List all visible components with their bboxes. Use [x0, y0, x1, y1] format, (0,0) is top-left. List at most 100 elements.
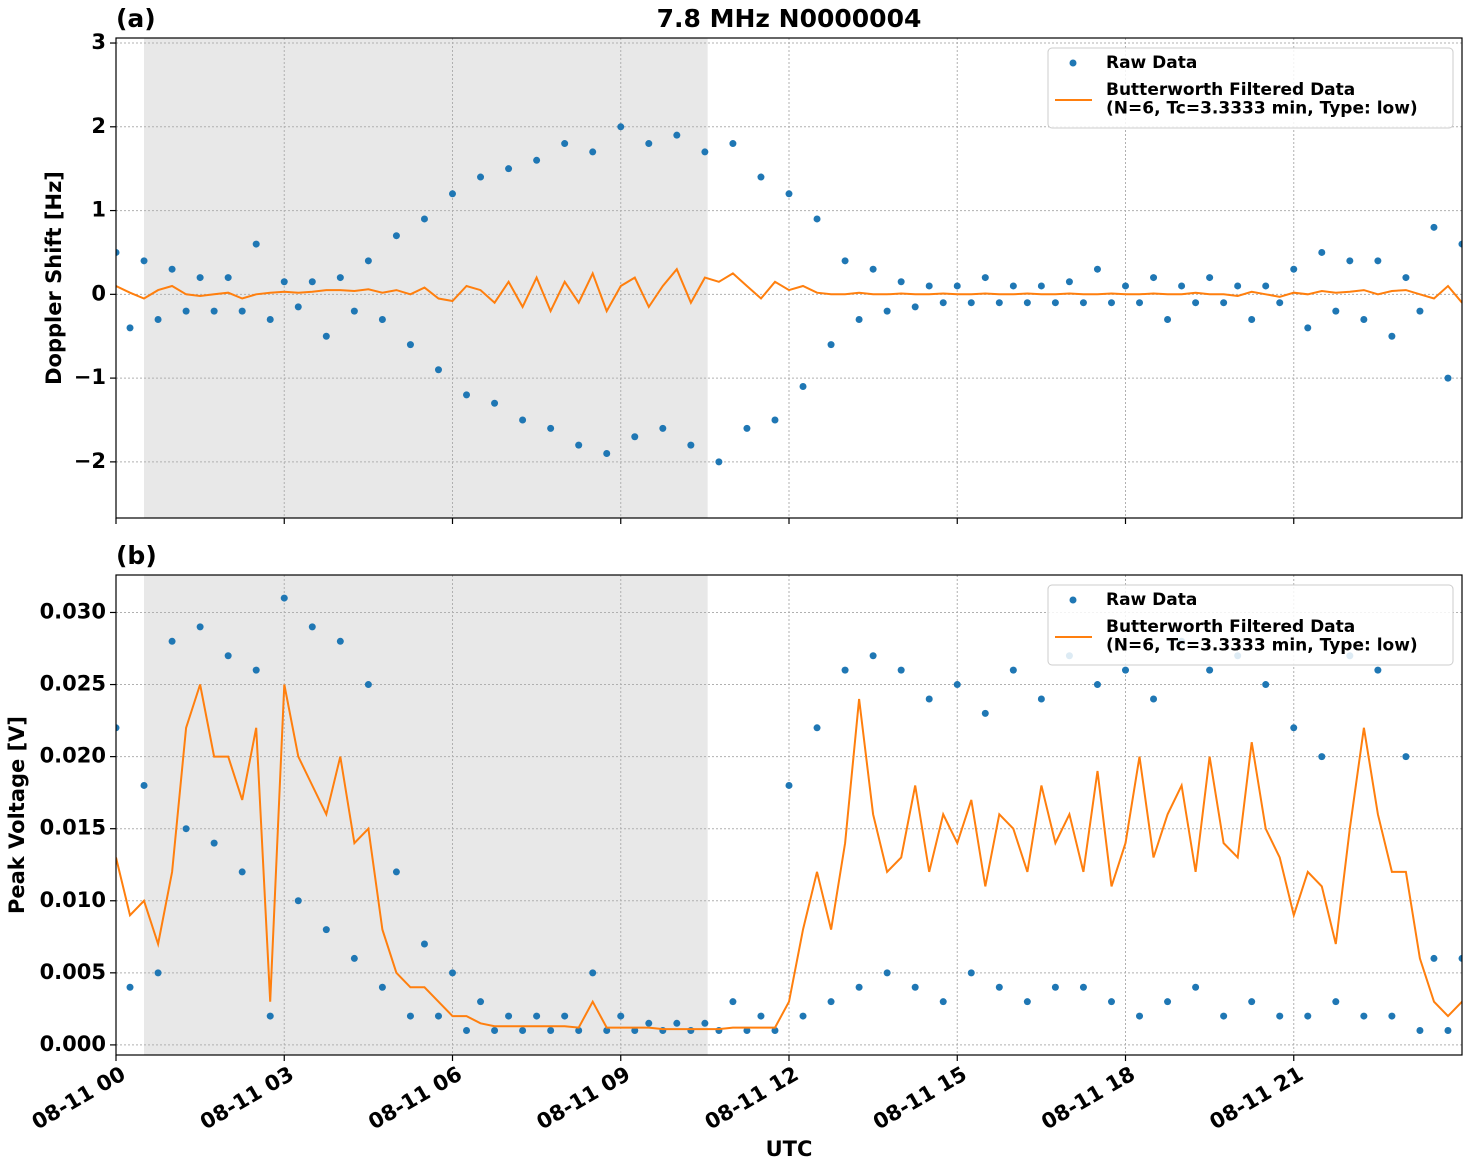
legend-label: Butterworth Filtered Data (N=6, Tc=3.3333… [1106, 80, 1418, 119]
data-point [995, 983, 1003, 991]
data-point [1402, 753, 1410, 761]
data-point [841, 666, 849, 674]
data-point [266, 315, 274, 323]
data-point [1402, 274, 1410, 282]
x-tick-label: 08-11 15 [869, 1062, 971, 1135]
data-point [238, 868, 246, 876]
data-point [1276, 1012, 1284, 1020]
legend-label: Raw Data [1106, 590, 1197, 610]
data-point [1122, 282, 1129, 290]
y-tick-label: 0.015 [40, 816, 106, 840]
data-point [154, 969, 162, 977]
data-point [1374, 257, 1382, 265]
y-tick-label: −1 [74, 365, 106, 389]
data-point [701, 1019, 709, 1027]
y-tick-label: 0.010 [40, 888, 106, 912]
data-point [897, 666, 905, 674]
filtered-line [116, 267, 1462, 314]
data-point [116, 248, 120, 256]
data-point [308, 623, 316, 631]
data-point [939, 998, 947, 1006]
data-point [869, 265, 877, 273]
y-tick-label: 0.030 [40, 599, 106, 623]
data-point [350, 307, 358, 315]
data-point [785, 781, 793, 789]
y-tick-label: 0.020 [40, 744, 106, 768]
data-point [1444, 374, 1452, 382]
data-point [154, 315, 162, 323]
data-point [1248, 315, 1256, 323]
data-point [1009, 282, 1017, 290]
data-point [981, 274, 989, 282]
y-axis-label: Peak Voltage [V] [5, 716, 29, 914]
data-point [1458, 954, 1462, 962]
data-point [463, 1026, 471, 1034]
data-point [505, 1012, 513, 1020]
x-tick-label: 08-11 12 [701, 1062, 803, 1135]
data-point [1206, 274, 1214, 282]
panel: −2 −1 0 1 2 3 7.8 MHz N0000004 (a) Doppler Shift… [42, 4, 1463, 524]
data-point [336, 637, 344, 645]
data-point [533, 1012, 541, 1020]
data-point [1388, 1012, 1396, 1020]
data-point [126, 983, 134, 991]
x-tick-label: 08-11 21 [1205, 1062, 1307, 1135]
data-point [631, 1026, 639, 1034]
data-point [953, 681, 961, 689]
data-point [939, 299, 947, 307]
data-point [547, 1026, 555, 1034]
legend-box [1047, 584, 1454, 666]
data-point [182, 307, 190, 315]
data-point [967, 299, 975, 307]
data-point [617, 1012, 625, 1020]
data-point [575, 1026, 583, 1034]
data-point [491, 399, 499, 407]
data-point [1093, 265, 1101, 273]
data-point [799, 382, 807, 390]
data-point [1107, 998, 1115, 1006]
data-point [1248, 998, 1256, 1006]
data-point [729, 998, 737, 1006]
data-point [252, 240, 260, 248]
data-point [519, 1026, 527, 1034]
data-point [1290, 724, 1298, 732]
data-point [336, 274, 344, 282]
x-tick-label: 08-11 18 [1037, 1062, 1139, 1135]
data-point [280, 594, 288, 602]
data-point [645, 1019, 653, 1027]
data-point [477, 998, 485, 1006]
shaded-region [144, 575, 708, 1055]
legend-label: Raw Data [1106, 53, 1197, 73]
data-point [659, 424, 667, 432]
data-point [827, 341, 835, 349]
data-point [1150, 695, 1158, 703]
data-point [406, 1012, 414, 1020]
data-point [1304, 1012, 1312, 1020]
data-point [266, 1012, 274, 1020]
data-point [294, 897, 302, 905]
data-point [967, 969, 975, 977]
data-point [1304, 324, 1312, 332]
data-point [322, 926, 330, 934]
y-tick-label: 1 [91, 198, 106, 222]
data-point [308, 278, 316, 286]
data-point [1332, 307, 1340, 315]
data-point [1318, 753, 1326, 761]
x-tick-label: 08-11 06 [364, 1062, 466, 1135]
data-point [1107, 299, 1115, 307]
data-point [575, 441, 583, 449]
data-point [1164, 315, 1172, 323]
x-tick-label: 08-11 09 [532, 1062, 634, 1135]
chart-title: 7.8 MHz N0000004 [657, 4, 922, 33]
data-point [855, 983, 863, 991]
data-point [378, 983, 386, 991]
panel-label: (b) [116, 541, 157, 570]
data-point [841, 257, 849, 265]
data-point [1290, 265, 1298, 273]
data-point [1220, 1012, 1228, 1020]
data-point [855, 315, 863, 323]
data-point [196, 623, 204, 631]
data-point [1037, 695, 1045, 703]
data-point [294, 303, 302, 311]
data-point [140, 781, 148, 789]
